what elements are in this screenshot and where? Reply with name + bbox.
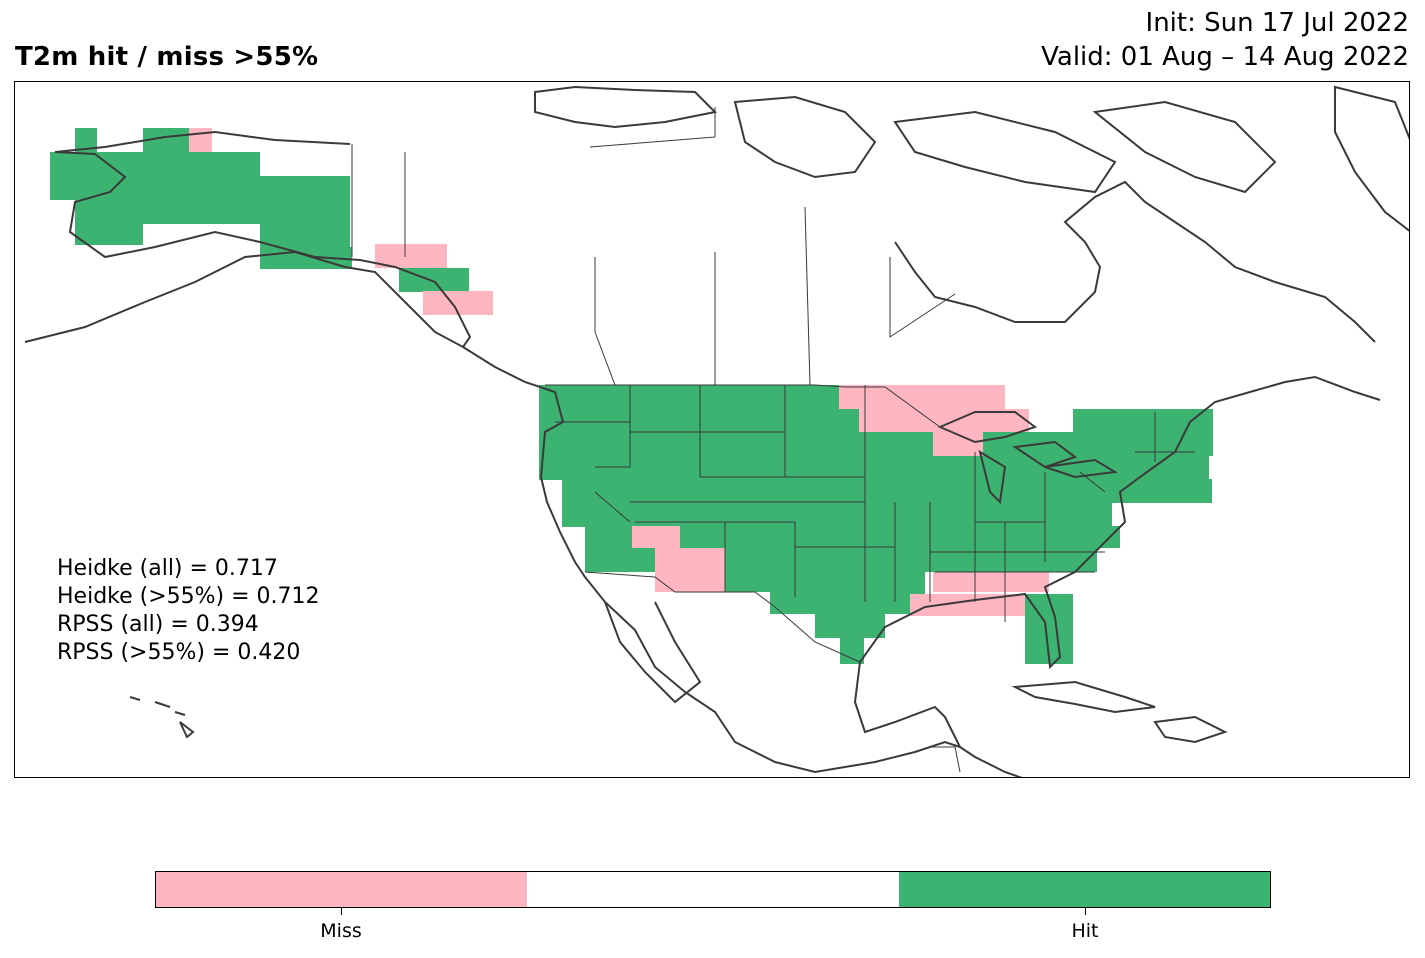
colorbar-tick-miss [341, 908, 343, 915]
miss-cell [189, 128, 212, 152]
miss-cell [839, 385, 1005, 409]
stat-rpss-all: RPSS (all) = 0.394 [57, 612, 259, 637]
coastline-arctic-4 [1092, 100, 1277, 194]
hit-cell [585, 526, 632, 548]
stat-heidke-55: Heidke (>55%) = 0.712 [57, 584, 320, 609]
stat-rpss-55: RPSS (>55%) = 0.420 [57, 640, 301, 665]
borders [351, 107, 1195, 773]
coastline-cuba [1011, 680, 1156, 714]
coastline-gulf [853, 375, 1381, 748]
coastline-hawaii [129, 696, 195, 739]
miss-cell [655, 572, 725, 592]
hit-cell [75, 200, 350, 224]
coastline-greenland [1334, 85, 1409, 232]
miss-cell [632, 526, 680, 548]
coastline-alaska [24, 151, 472, 349]
stat-heidke-all: Heidke (all) = 0.717 [57, 556, 278, 581]
map-frame [14, 81, 1410, 778]
hit-cell [75, 128, 97, 152]
colorbar-hit-segment [898, 872, 1270, 907]
colorbar-neutral-segment [527, 872, 899, 907]
hit-cell [680, 526, 1120, 548]
hit-cell [539, 456, 1209, 480]
coastline-arctic-1 [534, 85, 718, 129]
border-us-mexico [584, 571, 861, 663]
skill-scores: Heidke (all) = 0.717 Heidke (>55%) = 0.7… [57, 555, 320, 667]
colorbar [155, 871, 1271, 908]
coastline-central-america [959, 746, 1023, 777]
border-mexico-guatemala [930, 746, 961, 773]
miss-cell [933, 572, 1049, 592]
miss-cell [655, 548, 725, 572]
colorbar-tick-hit [1084, 908, 1086, 915]
hit-cell [562, 479, 1212, 503]
map-canvas [24, 85, 1409, 777]
colorbar-label-hit: Hit [1071, 920, 1099, 942]
hit-cell [539, 432, 933, 456]
miss-cell [910, 594, 1025, 616]
hit-cell [585, 548, 655, 572]
border-us-states [555, 385, 1195, 622]
border-canada-provinces [404, 107, 956, 386]
valid-period: Valid: 01 Aug – 14 Aug 2022 [1041, 42, 1409, 72]
init-date: Init: Sun 17 Jul 2022 [1145, 8, 1409, 38]
coastline-arctic-3 [893, 110, 1117, 194]
coastline-alaska-north [54, 130, 351, 153]
hit-cell [562, 503, 1112, 527]
miss-cell [375, 244, 447, 268]
hit-cell [770, 592, 925, 614]
coastline-hispaniola [1153, 715, 1228, 744]
hit-cell [75, 223, 143, 245]
hit-cell [539, 385, 839, 409]
hit-cell [1025, 616, 1073, 640]
hit-cell [539, 409, 859, 433]
map-title: T2m hit / miss >55% [15, 42, 319, 72]
hit-cell [840, 638, 864, 664]
coastline-hudson [894, 180, 1376, 343]
hit-cell [260, 223, 350, 247]
coastlines [24, 85, 1409, 777]
colorbar-miss-segment [156, 872, 528, 907]
miss-cell [859, 409, 929, 433]
colorbar-label-miss: Miss [320, 920, 362, 942]
hit-cell [50, 152, 260, 176]
coastline-baja [604, 601, 702, 704]
coastline-great-lakes [937, 411, 1118, 505]
forecast-cells [50, 128, 1213, 664]
hit-cell [50, 176, 350, 200]
border-us-canada [545, 384, 941, 428]
hit-cell [815, 614, 885, 638]
hit-cell [725, 572, 925, 592]
coastline-arctic-2 [733, 95, 877, 179]
